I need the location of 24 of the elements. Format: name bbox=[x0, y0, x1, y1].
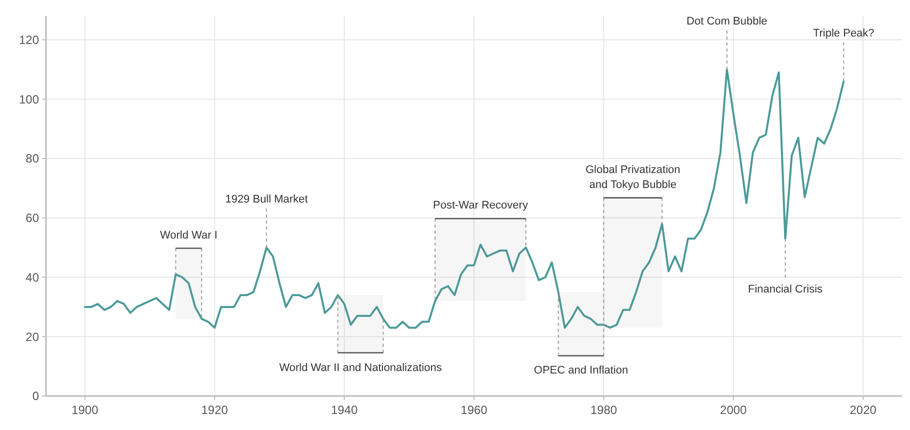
band-label: Global Privatization and Tokyo Bubble bbox=[585, 164, 680, 191]
y-tick-label: 20 bbox=[26, 330, 40, 344]
annotation: 1929 Bull Market bbox=[225, 194, 308, 206]
y-tick-label: 80 bbox=[26, 152, 40, 166]
annotation: Financial Crisis bbox=[748, 284, 824, 296]
band-label: World War I bbox=[160, 229, 218, 242]
y-tick-label: 100 bbox=[18, 92, 40, 106]
band-label: OPEC and Inflation bbox=[534, 364, 628, 377]
x-tick-label: 2020 bbox=[850, 403, 877, 417]
x-tick-label: 1980 bbox=[590, 403, 618, 417]
band-label: World War II and Nationalizations bbox=[279, 362, 442, 374]
y-tick-label: 60 bbox=[26, 211, 40, 226]
x-tick-label: 2000 bbox=[720, 403, 748, 417]
annotation: Triple Peak? bbox=[812, 27, 874, 40]
x-tick-label: 1900 bbox=[72, 403, 99, 417]
x-tick-label: 1960 bbox=[460, 403, 488, 417]
y-tick-label: 120 bbox=[18, 32, 40, 47]
y-tick-label: 0 bbox=[32, 389, 40, 404]
x-tick-label: 1920 bbox=[201, 403, 228, 417]
y-tick-label: 40 bbox=[26, 270, 40, 284]
x-tick-label: 1940 bbox=[330, 403, 358, 417]
line-series bbox=[84, 68, 845, 329]
annotation: Dot Com Bubble bbox=[686, 15, 768, 28]
band-label: Post-War Recovery bbox=[433, 200, 528, 212]
